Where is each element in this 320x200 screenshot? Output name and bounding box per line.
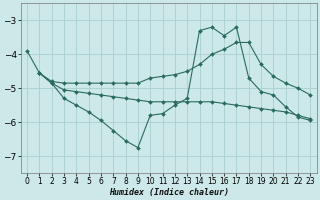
X-axis label: Humidex (Indice chaleur): Humidex (Indice chaleur) [109, 188, 229, 197]
